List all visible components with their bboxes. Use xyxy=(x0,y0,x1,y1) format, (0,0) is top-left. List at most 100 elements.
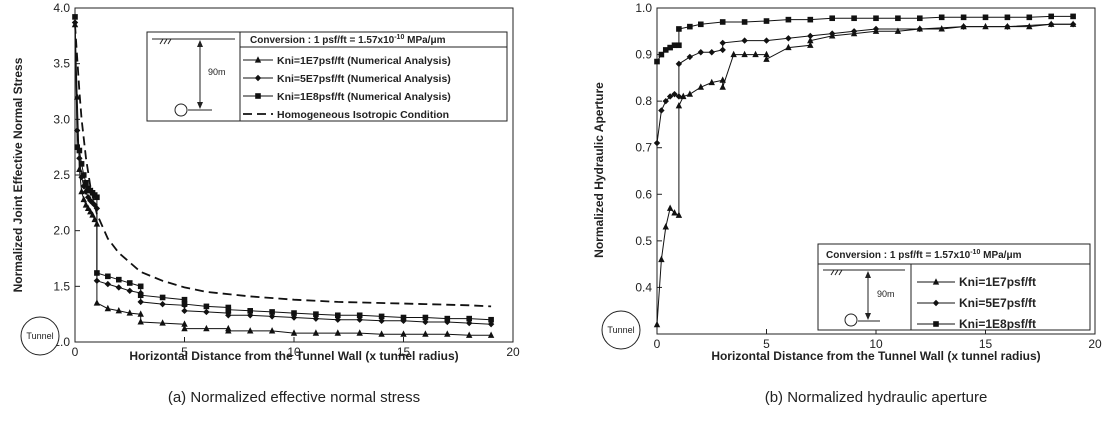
a-data-point xyxy=(225,306,232,313)
chart-b-x-ticks: 0 5 10 15 20 xyxy=(654,329,1102,351)
a-data-point xyxy=(93,277,101,284)
a-data-point xyxy=(444,330,451,337)
a-x-tick-label: 15 xyxy=(397,345,411,359)
chart-a: 1.01.52.02.53.03.54.0 0 5 10 15 20 Horizonta… xyxy=(11,1,520,406)
chart-a-schematic: 90m xyxy=(152,38,235,117)
a-y-tick-label: 1.5 xyxy=(53,279,70,293)
a-data-point xyxy=(181,301,188,307)
a-data-point xyxy=(269,309,275,315)
chart-a-series xyxy=(71,14,495,338)
a-data-point xyxy=(466,315,472,322)
b-data-point xyxy=(807,36,814,44)
a-data-point xyxy=(400,314,407,321)
a-data-point xyxy=(137,298,144,306)
a-data-point xyxy=(422,318,429,326)
a-data-point xyxy=(312,315,320,322)
a-legend-label: Kni=1E8psf/ft (Numerical Analysis) xyxy=(277,91,451,103)
chart-b-series xyxy=(653,13,1077,328)
a-data-point xyxy=(91,201,98,209)
chart-a-conversion-note: Conversion : 1 psf/ft = 1.57x10-10 MPa/μ… xyxy=(250,34,446,46)
b-legend-label: Kni=1E7psf/ft xyxy=(959,275,1036,289)
chart-b-tunnel-label: Tunnel xyxy=(607,325,634,335)
a-legend-marker xyxy=(254,74,262,82)
a-data-point xyxy=(80,195,87,203)
a-data-point xyxy=(247,312,254,319)
b-y-tick-label: 0.7 xyxy=(635,141,652,155)
b-x-tick-label: 5 xyxy=(763,337,770,351)
a-data-point xyxy=(137,310,144,317)
b-data-point xyxy=(671,209,678,216)
b-data-point xyxy=(829,30,836,37)
b-data-point xyxy=(938,25,945,32)
a-data-point xyxy=(290,329,298,336)
b-data-point xyxy=(741,37,748,44)
b-data-point xyxy=(829,15,835,22)
a-data-point xyxy=(137,283,144,290)
a-data-point xyxy=(137,318,144,325)
a-data-point xyxy=(312,329,320,336)
chart-b-conversion-note: Conversion : 1 psf/ft = 1.57x10-10 MPa/μ… xyxy=(826,249,1022,261)
b-series-line-2 xyxy=(656,23,1074,144)
b-data-point xyxy=(785,16,792,23)
a-data-point xyxy=(181,320,188,327)
b-data-point xyxy=(752,50,759,58)
b-data-point xyxy=(719,19,726,25)
b-data-point xyxy=(658,107,665,114)
a-x-tick-label: 20 xyxy=(506,345,520,359)
b-legend-marker xyxy=(932,299,940,307)
a-legend-marker xyxy=(254,56,262,63)
a-data-point xyxy=(444,315,451,322)
a-data-point xyxy=(159,294,166,301)
a-data-point xyxy=(94,270,100,276)
b-data-point xyxy=(1069,21,1077,28)
a-data-point xyxy=(89,211,96,218)
b-data-point xyxy=(675,211,683,218)
b-y-tick-label: 0.4 xyxy=(635,280,652,294)
a-data-point xyxy=(466,319,473,327)
a-series-line-4 xyxy=(74,24,492,308)
a-y-tick-label: 3.5 xyxy=(53,57,70,71)
b-data-point xyxy=(671,90,678,98)
a-data-point xyxy=(181,307,188,315)
b-data-point xyxy=(666,93,674,100)
a-data-point xyxy=(115,284,122,291)
a-data-point xyxy=(247,327,254,334)
b-data-point xyxy=(807,16,814,23)
b-data-point xyxy=(1048,13,1054,20)
b-data-point xyxy=(671,42,678,49)
b-legend-marker xyxy=(932,278,940,285)
b-data-point xyxy=(850,28,858,35)
chart-a-depth-label: 90m xyxy=(208,67,226,77)
b-data-point xyxy=(719,39,726,47)
chart-b-y-axis-label: Normalized Hydraulic Aperture xyxy=(592,82,606,258)
a-data-point xyxy=(76,147,83,154)
b-legend-marker xyxy=(933,321,939,327)
b-data-point xyxy=(719,46,726,54)
b-data-point xyxy=(982,14,989,21)
a-data-point xyxy=(466,331,473,338)
b-data-point xyxy=(662,47,669,53)
a-y-tick-label: 3.0 xyxy=(53,112,70,126)
b-data-point xyxy=(807,41,814,48)
a-data-point xyxy=(487,320,495,328)
a-data-point xyxy=(268,313,276,320)
b-series-line-3 xyxy=(656,15,1074,62)
a-data-point xyxy=(378,317,385,325)
b-data-point xyxy=(730,50,737,58)
b-data-point xyxy=(653,139,661,147)
a-data-point xyxy=(488,316,494,323)
a-data-point xyxy=(378,330,385,337)
b-data-point xyxy=(938,14,945,21)
b-legend-label: Kni=5E7psf/ft xyxy=(959,296,1036,310)
b-data-point xyxy=(960,23,967,30)
b-data-point xyxy=(697,49,704,56)
a-data-point xyxy=(487,331,495,338)
chart-b-x-axis-label: Horizontal Distance from the Tunnel Wall… xyxy=(711,349,1040,363)
chart-b-legend: Conversion : 1 psf/ft = 1.57x10-10 MPa/μ… xyxy=(817,243,1091,331)
a-data-point xyxy=(115,307,122,314)
b-y-tick-label: 1.0 xyxy=(635,1,652,15)
a-data-point xyxy=(93,299,101,306)
a-data-point xyxy=(104,304,112,312)
chart-b-schematic: 90m xyxy=(823,269,905,327)
b-data-point xyxy=(666,204,674,211)
